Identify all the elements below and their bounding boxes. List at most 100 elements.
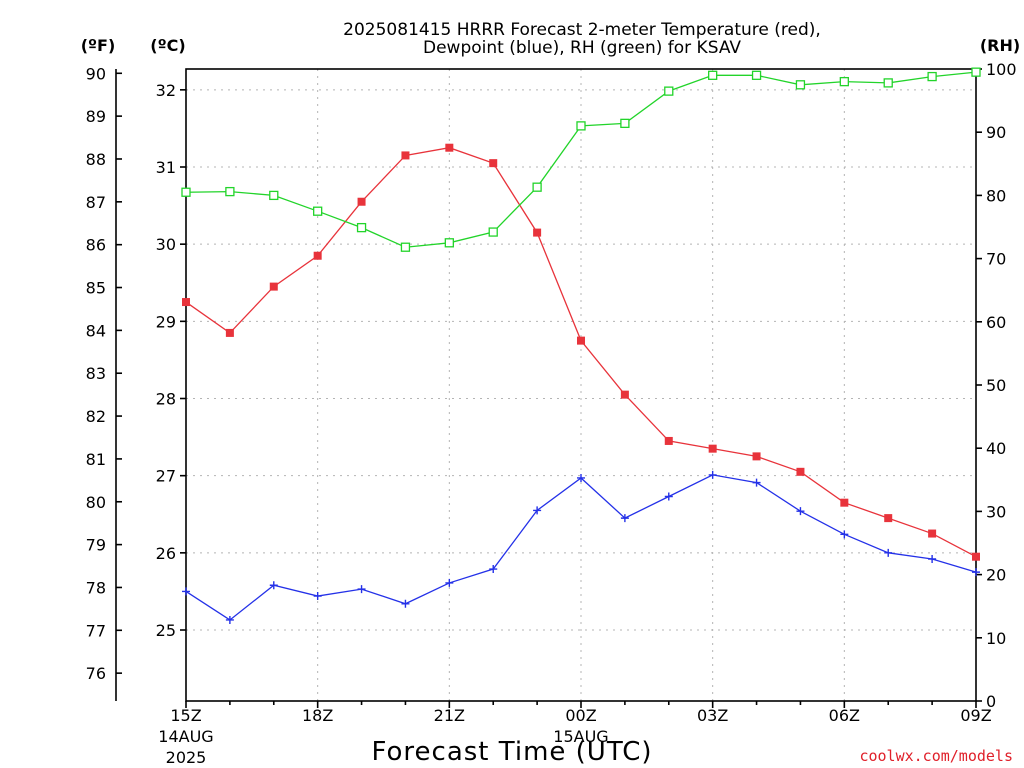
temperature-point xyxy=(489,159,498,168)
time-tick-date: 14AUG xyxy=(158,727,213,746)
rh-series xyxy=(181,67,981,252)
temperature-point xyxy=(620,390,629,399)
fahrenheit-tick-label: 77 xyxy=(86,621,106,640)
temperature-point xyxy=(182,298,190,307)
rh-point xyxy=(444,238,454,248)
temperature-point xyxy=(401,151,410,160)
fahrenheit-tick-label: 84 xyxy=(86,321,106,340)
fahrenheit-tick-label: 86 xyxy=(86,236,106,255)
series-group xyxy=(181,67,981,624)
dewpoint-point xyxy=(972,568,980,577)
time-tick-label: 03Z xyxy=(697,706,728,725)
time-tick-label: 15Z xyxy=(170,706,201,725)
fahrenheit-tick-label: 85 xyxy=(86,279,106,298)
rh-tick-label: 80 xyxy=(986,186,1006,205)
rh-point xyxy=(664,86,674,96)
celsius-tick-label: 32 xyxy=(156,81,176,100)
rh-point xyxy=(795,80,806,90)
time-tick-year: 2025 xyxy=(166,748,207,767)
dewpoint-point xyxy=(401,599,410,608)
rh-point xyxy=(313,206,323,216)
rh-point xyxy=(971,67,981,77)
fahrenheit-tick-label: 80 xyxy=(86,493,106,512)
rh-point xyxy=(356,222,367,233)
rh-tick-label: 60 xyxy=(986,313,1006,332)
dewpoint-point xyxy=(489,565,498,574)
rh-tick-label: 20 xyxy=(986,566,1006,585)
dewpoint-point xyxy=(533,506,542,515)
rh-point xyxy=(488,227,498,237)
rh-tick-label: 0 xyxy=(986,692,996,711)
time-tick-label: 21Z xyxy=(434,706,465,725)
temperature-point xyxy=(972,552,980,561)
temperature-point xyxy=(928,529,937,538)
fahrenheit-tick-label: 88 xyxy=(86,150,106,169)
dewpoint-point xyxy=(708,470,717,479)
temperature-point xyxy=(577,336,585,345)
celsius-tick-label: 27 xyxy=(156,467,176,486)
rh-point xyxy=(839,76,849,87)
rh-point xyxy=(225,186,235,197)
celsius-tick-label: 25 xyxy=(156,621,176,640)
dewpoint-point xyxy=(796,507,805,516)
temperature-point xyxy=(313,251,322,260)
temperature-point xyxy=(225,328,234,337)
celsius-tick-label: 28 xyxy=(156,390,176,409)
dewpoint-point xyxy=(840,530,849,539)
temperature-point xyxy=(708,444,717,453)
dewpoint-point xyxy=(664,492,673,501)
fahrenheit-tick-label: 90 xyxy=(86,64,106,83)
temperature-point xyxy=(357,197,366,206)
x-axis-title: Forecast Time (UTC) xyxy=(371,737,652,767)
fahrenheit-tick-label: 87 xyxy=(86,193,106,212)
temperature-point xyxy=(533,228,542,237)
dewpoint-point xyxy=(225,615,234,624)
dewpoint-point xyxy=(445,578,454,587)
temperature-point xyxy=(664,436,673,445)
fahrenheit-unit-label: (ºF) xyxy=(81,36,116,55)
celsius-tick-label: 31 xyxy=(156,158,176,177)
fahrenheit-tick-label: 79 xyxy=(86,536,106,555)
rh-point xyxy=(883,78,893,88)
rh-axis: 0 10 20 30 40 50 60 70 80 90 100 xyxy=(976,60,1017,711)
temperature-point xyxy=(796,467,805,476)
rh-point xyxy=(532,182,542,192)
dewpoint-point xyxy=(357,585,366,594)
rh-tick-label: 50 xyxy=(986,376,1006,395)
chart-title-line-1: 2025081415 HRRR Forecast 2-meter Tempera… xyxy=(343,20,821,40)
fahrenheit-tick-label: 89 xyxy=(86,107,106,126)
time-tick-date: 15AUG xyxy=(553,727,608,746)
time-tick-label: 06Z xyxy=(829,706,860,725)
fahrenheit-tick-label: 81 xyxy=(86,450,106,469)
rh-point xyxy=(751,70,762,80)
dewpoint-series xyxy=(182,470,980,624)
time-tick-label: 09Z xyxy=(960,706,991,725)
rh-unit-label: (RH) xyxy=(980,36,1020,55)
celsius-unit-label: (ºC) xyxy=(150,36,185,55)
rh-tick-label: 70 xyxy=(986,250,1006,269)
time-tick-label: 18Z xyxy=(302,706,333,725)
grid-lines xyxy=(186,69,976,701)
dewpoint-point xyxy=(620,514,629,523)
credit-text: coolwx.com/models xyxy=(859,747,1013,765)
dewpoint-point xyxy=(884,548,893,557)
dewpoint-point xyxy=(269,581,278,590)
rh-point xyxy=(400,242,411,252)
rh-point xyxy=(181,187,191,197)
rh-point xyxy=(708,70,718,80)
time-tick-label: 00Z xyxy=(565,706,596,725)
celsius-axis: 25 26 27 28 29 30 31 32 xyxy=(156,81,186,640)
rh-tick-label: 40 xyxy=(986,439,1006,458)
celsius-tick-label: 26 xyxy=(156,544,176,563)
temperature-point xyxy=(884,514,893,523)
temperature-point xyxy=(840,498,849,507)
rh-point xyxy=(576,121,586,131)
temperature-point xyxy=(752,452,761,461)
fahrenheit-tick-label: 76 xyxy=(86,664,106,683)
rh-point xyxy=(269,190,279,201)
fahrenheit-tick-label: 82 xyxy=(86,407,106,426)
temperature-point xyxy=(269,282,278,291)
dewpoint-point xyxy=(313,592,322,601)
rh-tick-label: 30 xyxy=(986,502,1006,521)
rh-tick-label: 100 xyxy=(986,60,1017,79)
